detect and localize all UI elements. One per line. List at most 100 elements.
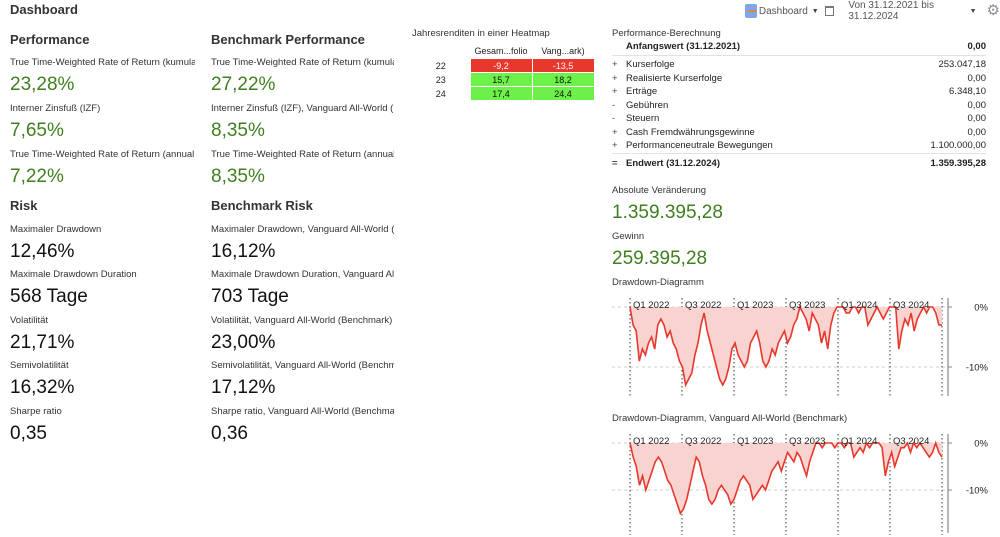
heatmap-row: 24 17,4 24,4: [412, 86, 595, 101]
metric-value: 7,65%: [10, 120, 64, 141]
heatmap-cell[interactable]: 18,2: [531, 72, 595, 87]
heatmap-year: 23: [435, 74, 446, 85]
heatmap-cell[interactable]: -13,5: [531, 58, 595, 73]
view-selector[interactable]: Dashboard: [758, 5, 808, 17]
svg-text:Q3 2024: Q3 2024: [893, 436, 929, 447]
heatmap-title: Jahresrenditen in einer Heatmap: [412, 28, 550, 39]
calc-label: Gebühren: [626, 99, 669, 111]
svg-text:Q3 2023: Q3 2023: [789, 436, 825, 447]
metric-label: Maximaler Drawdown: [10, 224, 102, 235]
heatmap-table: Gesam...folio Vang...ark) 22 -9,2 -13,5 23 1…: [412, 44, 595, 101]
metric-label: Semivolatilität, Vanguard All-World (Ben…: [211, 360, 394, 371]
calc-label: Steuern: [626, 113, 660, 125]
metric-label: Maximaler Drawdown, Vanguard All-World (: [211, 224, 394, 235]
metric-label: True Time-Weighted Rate of Return (kumul…: [10, 57, 195, 68]
metric-label: Volatilität, Vanguard All-World (Benchma…: [211, 315, 393, 326]
calculation-row: + Realisierte Kurserfolge 0,00: [612, 72, 986, 86]
metric-label: Interner Zinsfuß (IZF), Vanguard All-Wor…: [211, 103, 394, 114]
drawdown-chart-title: Drawdown-Diagramm: [612, 277, 704, 288]
calc-amount: 0,00: [967, 99, 987, 111]
heatmap-row: 23 15,7 18,2: [412, 72, 595, 87]
gain-label: Gewinn: [612, 231, 645, 242]
metric-value: 23,00%: [211, 332, 276, 353]
benchmark-risk-heading: Benchmark Risk: [211, 198, 313, 213]
calc-label: Performanceneutrale Bewegungen: [626, 140, 773, 152]
svg-text:Q3 2022: Q3 2022: [685, 300, 721, 311]
svg-text:Q3 2024: Q3 2024: [893, 300, 929, 311]
performance-heading: Performance: [10, 32, 90, 47]
heatmap-row: 22 -9,2 -13,5: [412, 58, 595, 73]
calc-amount: 253.047,18: [938, 59, 986, 71]
calc-label: Realisierte Kurserfolge: [626, 72, 723, 84]
metric-label: Sharpe ratio: [10, 406, 62, 417]
risk-heading: Risk: [10, 198, 38, 213]
metric-value: 703 Tage: [211, 286, 289, 307]
svg-text:Q3 2022: Q3 2022: [685, 436, 721, 447]
new-window-icon[interactable]: [824, 6, 835, 16]
metric-value: 8,35%: [211, 166, 265, 187]
calc-amount: 0,00: [967, 113, 987, 125]
metric-value: 16,12%: [211, 241, 276, 262]
calc-amount: 1.359.395,28: [930, 158, 986, 170]
calc-amount: 0,00: [967, 126, 987, 138]
benchmark-drawdown-chart-title: Drawdown-Diagramm, Vanguard All-World (B…: [612, 413, 848, 424]
calc-sign: +: [612, 72, 618, 84]
benchmark-drawdown-chart: Q1 2022 Q3 2022 Q1 2023 Q3 2023 Q1 2024 Q3 20…: [612, 434, 989, 535]
gear-icon[interactable]: ⚙: [986, 2, 1000, 19]
chevron-down-icon[interactable]: ▼: [811, 7, 819, 15]
heatmap-year: 24: [435, 88, 446, 99]
calculation-start-row: Anfangswert (31.12.2021) 0,00: [612, 40, 986, 54]
calc-amount: 6.348,10: [949, 86, 986, 98]
heatmap-cell[interactable]: 24,4: [531, 86, 595, 101]
heatmap-column-header[interactable]: Gesam...folio: [474, 46, 528, 56]
calculation-row: + Cash Fremdwährungsgewinne 0,00: [612, 126, 986, 140]
heatmap-cell[interactable]: -9,2: [469, 58, 533, 73]
gain-value: 259.395,28: [612, 248, 708, 269]
metric-label: Semivolatilität: [10, 360, 69, 371]
calc-label: Cash Fremdwährungsgewinne: [626, 126, 755, 138]
metric-value: 27,22%: [211, 74, 276, 95]
metric-label: True Time-Weighted Rate of Return (annua…: [211, 149, 394, 160]
metric-value: 0,36: [211, 423, 248, 444]
calculation-row: + Erträge 6.348,10: [612, 85, 986, 99]
absolute-change-value: 1.359.395,28: [612, 202, 723, 223]
chevron-down-icon[interactable]: ▼: [969, 7, 977, 15]
divider: [612, 55, 986, 56]
dashboard-icon[interactable]: [745, 4, 757, 18]
svg-text:Q1 2024: Q1 2024: [841, 436, 877, 447]
calc-label: Anfangswert (31.12.2021): [626, 41, 741, 53]
calculation-title: Performance-Berechnung: [612, 28, 721, 39]
svg-text:Q1 2022: Q1 2022: [633, 436, 669, 447]
heatmap-year: 22: [435, 60, 446, 71]
page-title: Dashboard: [10, 2, 78, 17]
metric-label: Sharpe ratio, Vanguard All-World (Benchm…: [211, 406, 394, 417]
calculation-row: + Performanceneutrale Bewegungen 1.100.000…: [612, 139, 986, 153]
drawdown-chart: Q1 2022 Q3 2022 Q1 2023 Q3 2023 Q1 2024 Q3 20…: [612, 298, 989, 398]
period-selector[interactable]: Von 31.12.2021 bis 31.12.2024: [848, 0, 934, 22]
metric-label: True Time-Weighted Rate of Return (kumul…: [211, 57, 394, 68]
heatmap-column-header[interactable]: Vang...ark): [541, 46, 585, 56]
calculation-row: + Kurserfolge 253.047,18: [612, 58, 986, 72]
metric-label: Maximale Drawdown Duration, Vanguard All: [211, 269, 394, 280]
svg-text:0%: 0%: [974, 439, 988, 450]
heatmap-cell[interactable]: 17,4: [469, 86, 533, 101]
heatmap-cell[interactable]: 15,7: [469, 72, 533, 87]
benchmark-performance-heading: Benchmark Performance: [211, 32, 365, 47]
calc-label: Erträge: [626, 86, 658, 98]
calc-sign: +: [612, 140, 618, 152]
metric-value: 21,71%: [10, 332, 75, 353]
toolbar: Dashboard ▼ Von 31.12.2021 bis 31.12.202…: [745, 0, 1000, 22]
calc-label: Endwert (31.12.2024): [626, 158, 720, 170]
metric-value: 8,35%: [211, 120, 265, 141]
metric-value: 7,22%: [10, 166, 64, 187]
metric-label: True Time-Weighted Rate of Return (annua…: [10, 149, 195, 160]
calc-sign: +: [612, 126, 618, 138]
metric-value: 23,28%: [10, 74, 75, 95]
metric-value: 0,35: [10, 423, 47, 444]
calc-amount: 1.100.000,00: [930, 140, 986, 152]
metric-value: 17,12%: [211, 377, 276, 398]
calc-sign: -: [612, 113, 616, 125]
calc-amount: 0,00: [967, 72, 987, 84]
metric-value: 12,46%: [10, 241, 75, 262]
divider: [612, 153, 986, 154]
